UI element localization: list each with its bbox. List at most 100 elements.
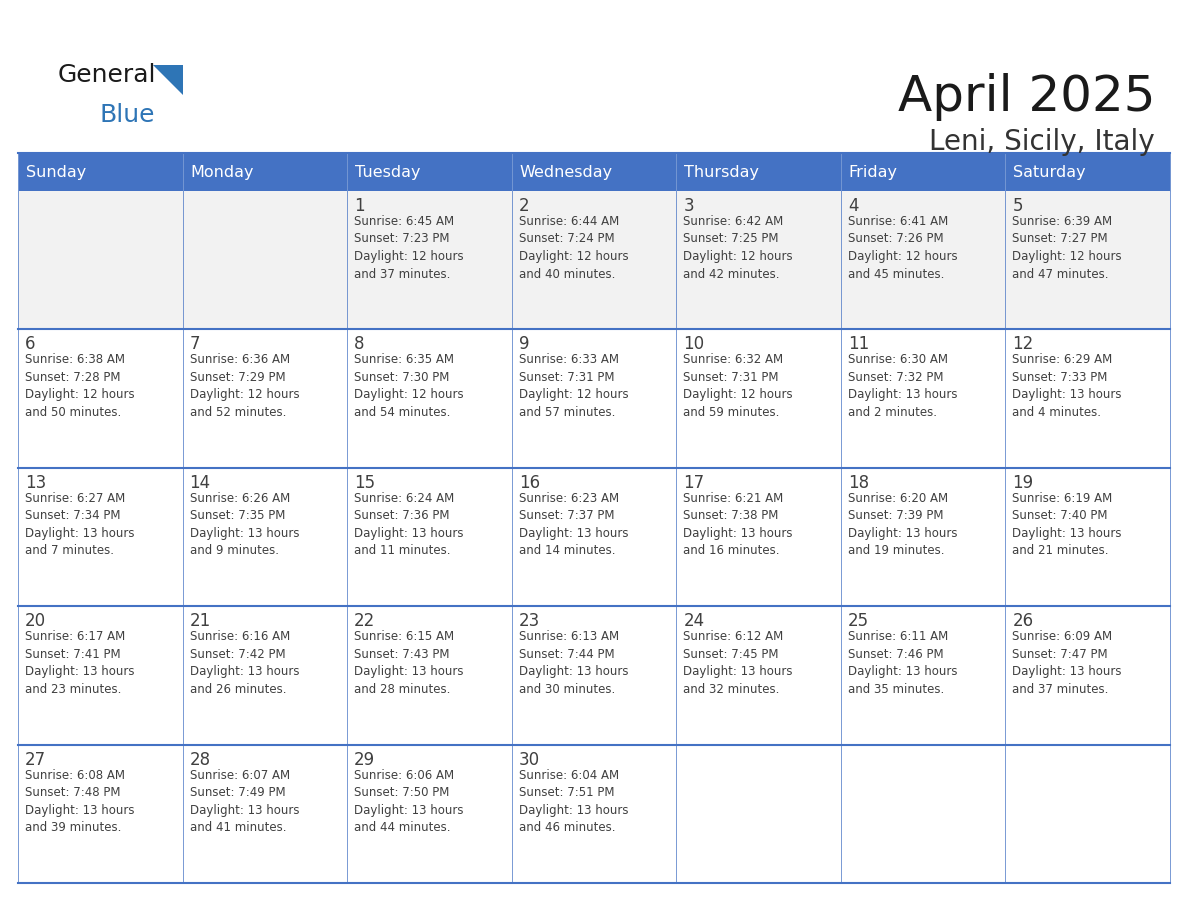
Text: 28: 28 (190, 751, 210, 768)
Text: 26: 26 (1012, 612, 1034, 630)
Text: 3: 3 (683, 197, 694, 215)
Text: Sunday: Sunday (26, 164, 87, 180)
Text: April 2025: April 2025 (897, 73, 1155, 121)
Text: 20: 20 (25, 612, 46, 630)
Bar (512, 744, 676, 883)
Bar (183, 468, 347, 606)
Bar (1005, 468, 1170, 606)
Text: Sunrise: 6:35 AM
Sunset: 7:30 PM
Daylight: 12 hours
and 54 minutes.: Sunrise: 6:35 AM Sunset: 7:30 PM Dayligh… (354, 353, 463, 419)
Bar (347, 330, 512, 468)
Text: 19: 19 (1012, 474, 1034, 492)
Text: 11: 11 (848, 335, 870, 353)
Bar (18, 191, 183, 330)
Text: 10: 10 (683, 335, 704, 353)
Text: 8: 8 (354, 335, 365, 353)
Text: Sunrise: 6:06 AM
Sunset: 7:50 PM
Daylight: 13 hours
and 44 minutes.: Sunrise: 6:06 AM Sunset: 7:50 PM Dayligh… (354, 768, 463, 834)
Text: Sunrise: 6:24 AM
Sunset: 7:36 PM
Daylight: 13 hours
and 11 minutes.: Sunrise: 6:24 AM Sunset: 7:36 PM Dayligh… (354, 492, 463, 557)
Bar (676, 330, 841, 468)
Text: 23: 23 (519, 612, 541, 630)
Bar (676, 191, 841, 330)
Text: Sunrise: 6:04 AM
Sunset: 7:51 PM
Daylight: 13 hours
and 46 minutes.: Sunrise: 6:04 AM Sunset: 7:51 PM Dayligh… (519, 768, 628, 834)
Bar (183, 606, 347, 744)
Text: Sunrise: 6:30 AM
Sunset: 7:32 PM
Daylight: 13 hours
and 2 minutes.: Sunrise: 6:30 AM Sunset: 7:32 PM Dayligh… (848, 353, 958, 419)
Text: Sunrise: 6:13 AM
Sunset: 7:44 PM
Daylight: 13 hours
and 30 minutes.: Sunrise: 6:13 AM Sunset: 7:44 PM Dayligh… (519, 630, 628, 696)
Bar (18, 744, 183, 883)
Text: Sunrise: 6:12 AM
Sunset: 7:45 PM
Daylight: 13 hours
and 32 minutes.: Sunrise: 6:12 AM Sunset: 7:45 PM Dayligh… (683, 630, 792, 696)
Text: Sunrise: 6:08 AM
Sunset: 7:48 PM
Daylight: 13 hours
and 39 minutes.: Sunrise: 6:08 AM Sunset: 7:48 PM Dayligh… (25, 768, 134, 834)
Text: 6: 6 (25, 335, 36, 353)
Bar (1005, 191, 1170, 330)
Text: Saturday: Saturday (1013, 164, 1086, 180)
Text: Sunrise: 6:42 AM
Sunset: 7:25 PM
Daylight: 12 hours
and 42 minutes.: Sunrise: 6:42 AM Sunset: 7:25 PM Dayligh… (683, 215, 792, 281)
Text: Sunrise: 6:16 AM
Sunset: 7:42 PM
Daylight: 13 hours
and 26 minutes.: Sunrise: 6:16 AM Sunset: 7:42 PM Dayligh… (190, 630, 299, 696)
Bar (512, 606, 676, 744)
Text: 21: 21 (190, 612, 210, 630)
Text: Sunrise: 6:21 AM
Sunset: 7:38 PM
Daylight: 13 hours
and 16 minutes.: Sunrise: 6:21 AM Sunset: 7:38 PM Dayligh… (683, 492, 792, 557)
Bar (841, 153, 1005, 191)
Text: 15: 15 (354, 474, 375, 492)
Text: 29: 29 (354, 751, 375, 768)
Text: Sunrise: 6:09 AM
Sunset: 7:47 PM
Daylight: 13 hours
and 37 minutes.: Sunrise: 6:09 AM Sunset: 7:47 PM Dayligh… (1012, 630, 1121, 696)
Text: Sunrise: 6:26 AM
Sunset: 7:35 PM
Daylight: 13 hours
and 9 minutes.: Sunrise: 6:26 AM Sunset: 7:35 PM Dayligh… (190, 492, 299, 557)
Text: Sunrise: 6:11 AM
Sunset: 7:46 PM
Daylight: 13 hours
and 35 minutes.: Sunrise: 6:11 AM Sunset: 7:46 PM Dayligh… (848, 630, 958, 696)
Text: 13: 13 (25, 474, 46, 492)
Text: 30: 30 (519, 751, 539, 768)
Bar (512, 468, 676, 606)
Bar (183, 191, 347, 330)
Bar (347, 744, 512, 883)
Bar (841, 606, 1005, 744)
Text: Thursday: Thursday (684, 164, 759, 180)
Text: Sunrise: 6:23 AM
Sunset: 7:37 PM
Daylight: 13 hours
and 14 minutes.: Sunrise: 6:23 AM Sunset: 7:37 PM Dayligh… (519, 492, 628, 557)
Bar (183, 330, 347, 468)
Text: Sunrise: 6:27 AM
Sunset: 7:34 PM
Daylight: 13 hours
and 7 minutes.: Sunrise: 6:27 AM Sunset: 7:34 PM Dayligh… (25, 492, 134, 557)
Text: Sunrise: 6:41 AM
Sunset: 7:26 PM
Daylight: 12 hours
and 45 minutes.: Sunrise: 6:41 AM Sunset: 7:26 PM Dayligh… (848, 215, 958, 281)
Text: Wednesday: Wednesday (519, 164, 613, 180)
Text: Blue: Blue (100, 103, 156, 127)
Text: Sunrise: 6:44 AM
Sunset: 7:24 PM
Daylight: 12 hours
and 40 minutes.: Sunrise: 6:44 AM Sunset: 7:24 PM Dayligh… (519, 215, 628, 281)
Text: Sunrise: 6:36 AM
Sunset: 7:29 PM
Daylight: 12 hours
and 52 minutes.: Sunrise: 6:36 AM Sunset: 7:29 PM Dayligh… (190, 353, 299, 419)
Text: Tuesday: Tuesday (355, 164, 421, 180)
Text: Sunrise: 6:07 AM
Sunset: 7:49 PM
Daylight: 13 hours
and 41 minutes.: Sunrise: 6:07 AM Sunset: 7:49 PM Dayligh… (190, 768, 299, 834)
Text: Sunrise: 6:33 AM
Sunset: 7:31 PM
Daylight: 12 hours
and 57 minutes.: Sunrise: 6:33 AM Sunset: 7:31 PM Dayligh… (519, 353, 628, 419)
Bar (512, 191, 676, 330)
Bar (676, 744, 841, 883)
Text: 18: 18 (848, 474, 868, 492)
Text: Sunrise: 6:29 AM
Sunset: 7:33 PM
Daylight: 13 hours
and 4 minutes.: Sunrise: 6:29 AM Sunset: 7:33 PM Dayligh… (1012, 353, 1121, 419)
Bar (1005, 330, 1170, 468)
Text: 24: 24 (683, 612, 704, 630)
Bar (841, 744, 1005, 883)
Text: 5: 5 (1012, 197, 1023, 215)
Text: Sunrise: 6:32 AM
Sunset: 7:31 PM
Daylight: 12 hours
and 59 minutes.: Sunrise: 6:32 AM Sunset: 7:31 PM Dayligh… (683, 353, 792, 419)
Text: Sunrise: 6:15 AM
Sunset: 7:43 PM
Daylight: 13 hours
and 28 minutes.: Sunrise: 6:15 AM Sunset: 7:43 PM Dayligh… (354, 630, 463, 696)
Text: 14: 14 (190, 474, 210, 492)
Text: Monday: Monday (190, 164, 254, 180)
Text: Sunrise: 6:38 AM
Sunset: 7:28 PM
Daylight: 12 hours
and 50 minutes.: Sunrise: 6:38 AM Sunset: 7:28 PM Dayligh… (25, 353, 134, 419)
Bar (183, 153, 347, 191)
Text: 16: 16 (519, 474, 539, 492)
Bar (347, 153, 512, 191)
Bar (676, 606, 841, 744)
Bar (676, 153, 841, 191)
Text: Sunrise: 6:19 AM
Sunset: 7:40 PM
Daylight: 13 hours
and 21 minutes.: Sunrise: 6:19 AM Sunset: 7:40 PM Dayligh… (1012, 492, 1121, 557)
Text: 27: 27 (25, 751, 46, 768)
Bar (1005, 744, 1170, 883)
Bar (18, 330, 183, 468)
Text: Sunrise: 6:17 AM
Sunset: 7:41 PM
Daylight: 13 hours
and 23 minutes.: Sunrise: 6:17 AM Sunset: 7:41 PM Dayligh… (25, 630, 134, 696)
Text: 7: 7 (190, 335, 200, 353)
Text: 4: 4 (848, 197, 859, 215)
Bar (1005, 153, 1170, 191)
Bar (347, 468, 512, 606)
Bar (347, 606, 512, 744)
Text: General: General (58, 63, 157, 87)
Bar (512, 153, 676, 191)
Text: Friday: Friday (849, 164, 898, 180)
Bar (841, 468, 1005, 606)
Bar (1005, 606, 1170, 744)
Bar (347, 191, 512, 330)
Text: 17: 17 (683, 474, 704, 492)
Text: 2: 2 (519, 197, 530, 215)
Bar (18, 606, 183, 744)
Text: 25: 25 (848, 612, 868, 630)
Text: Sunrise: 6:45 AM
Sunset: 7:23 PM
Daylight: 12 hours
and 37 minutes.: Sunrise: 6:45 AM Sunset: 7:23 PM Dayligh… (354, 215, 463, 281)
Bar (18, 153, 183, 191)
